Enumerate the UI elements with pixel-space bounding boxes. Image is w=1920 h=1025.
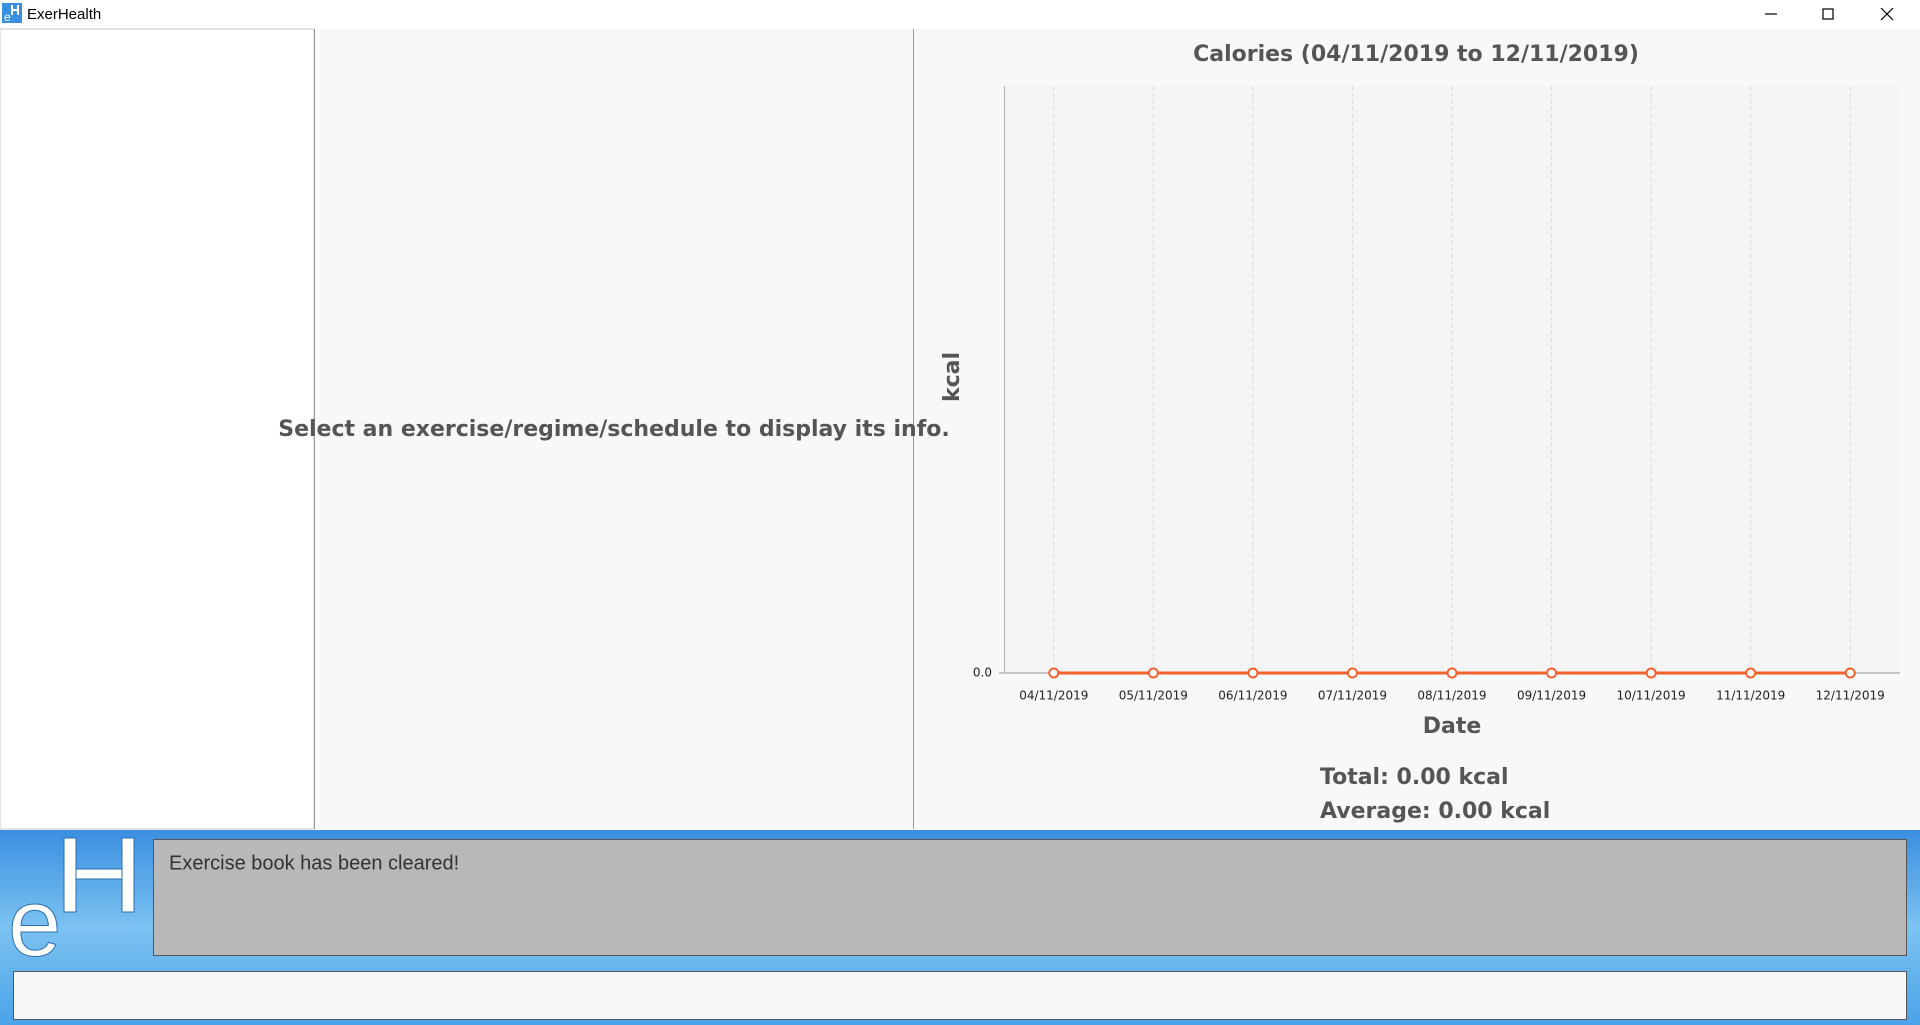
x-tick-label: 07/11/2019 [1318, 689, 1387, 703]
x-tick-label: 10/11/2019 [1617, 689, 1686, 703]
x-tick-label: 11/11/2019 [1716, 689, 1785, 703]
data-point [1645, 667, 1657, 679]
total-stat: Total: 0.00 kcal [1320, 765, 1509, 790]
data-point [1346, 667, 1358, 679]
info-panel [315, 29, 913, 829]
data-point [1745, 667, 1757, 679]
y-tick-label: 0.0 [973, 666, 992, 680]
x-tick-label: 09/11/2019 [1517, 689, 1586, 703]
data-point [1048, 667, 1060, 679]
y-axis-label: kcal [940, 352, 965, 402]
close-button-stroke [1880, 7, 1894, 21]
x-tick-label: 05/11/2019 [1119, 689, 1188, 703]
list-panel [0, 28, 315, 830]
result-display [153, 839, 1907, 956]
window-title: ExerHealth [27, 6, 101, 23]
data-point [1446, 667, 1458, 679]
data-point [1546, 667, 1558, 679]
data-point [1844, 667, 1856, 679]
svg-text:e: e [4, 10, 11, 24]
x-axis-label: Date [1423, 714, 1482, 739]
app-icon: e [2, 3, 22, 24]
result-message: Exercise book has been cleared! [169, 852, 459, 874]
title-bar [0, 0, 1920, 29]
average-stat: Average: 0.00 kcal [1320, 799, 1550, 824]
x-tick-label: 08/11/2019 [1417, 689, 1486, 703]
x-tick-label: 04/11/2019 [1019, 689, 1088, 703]
data-point [1147, 667, 1159, 679]
info-message: Select an exercise/regime/schedule to di… [278, 417, 950, 442]
command-box[interactable] [13, 971, 1907, 1020]
plot: 04/11/2019 05/11/2019 06/11/2019 07/11/2019… [973, 86, 1900, 703]
chart-title: Calories (04/11/2019 to 12/11/2019) [1193, 42, 1639, 67]
svg-text:e: e [8, 869, 61, 976]
logo: e [8, 837, 135, 977]
plot-background [1004, 86, 1900, 673]
x-tick-label: 12/11/2019 [1816, 689, 1885, 703]
data-point [1247, 667, 1259, 679]
x-tick-label: 06/11/2019 [1218, 689, 1287, 703]
restore-button[interactable] [1822, 8, 1834, 20]
